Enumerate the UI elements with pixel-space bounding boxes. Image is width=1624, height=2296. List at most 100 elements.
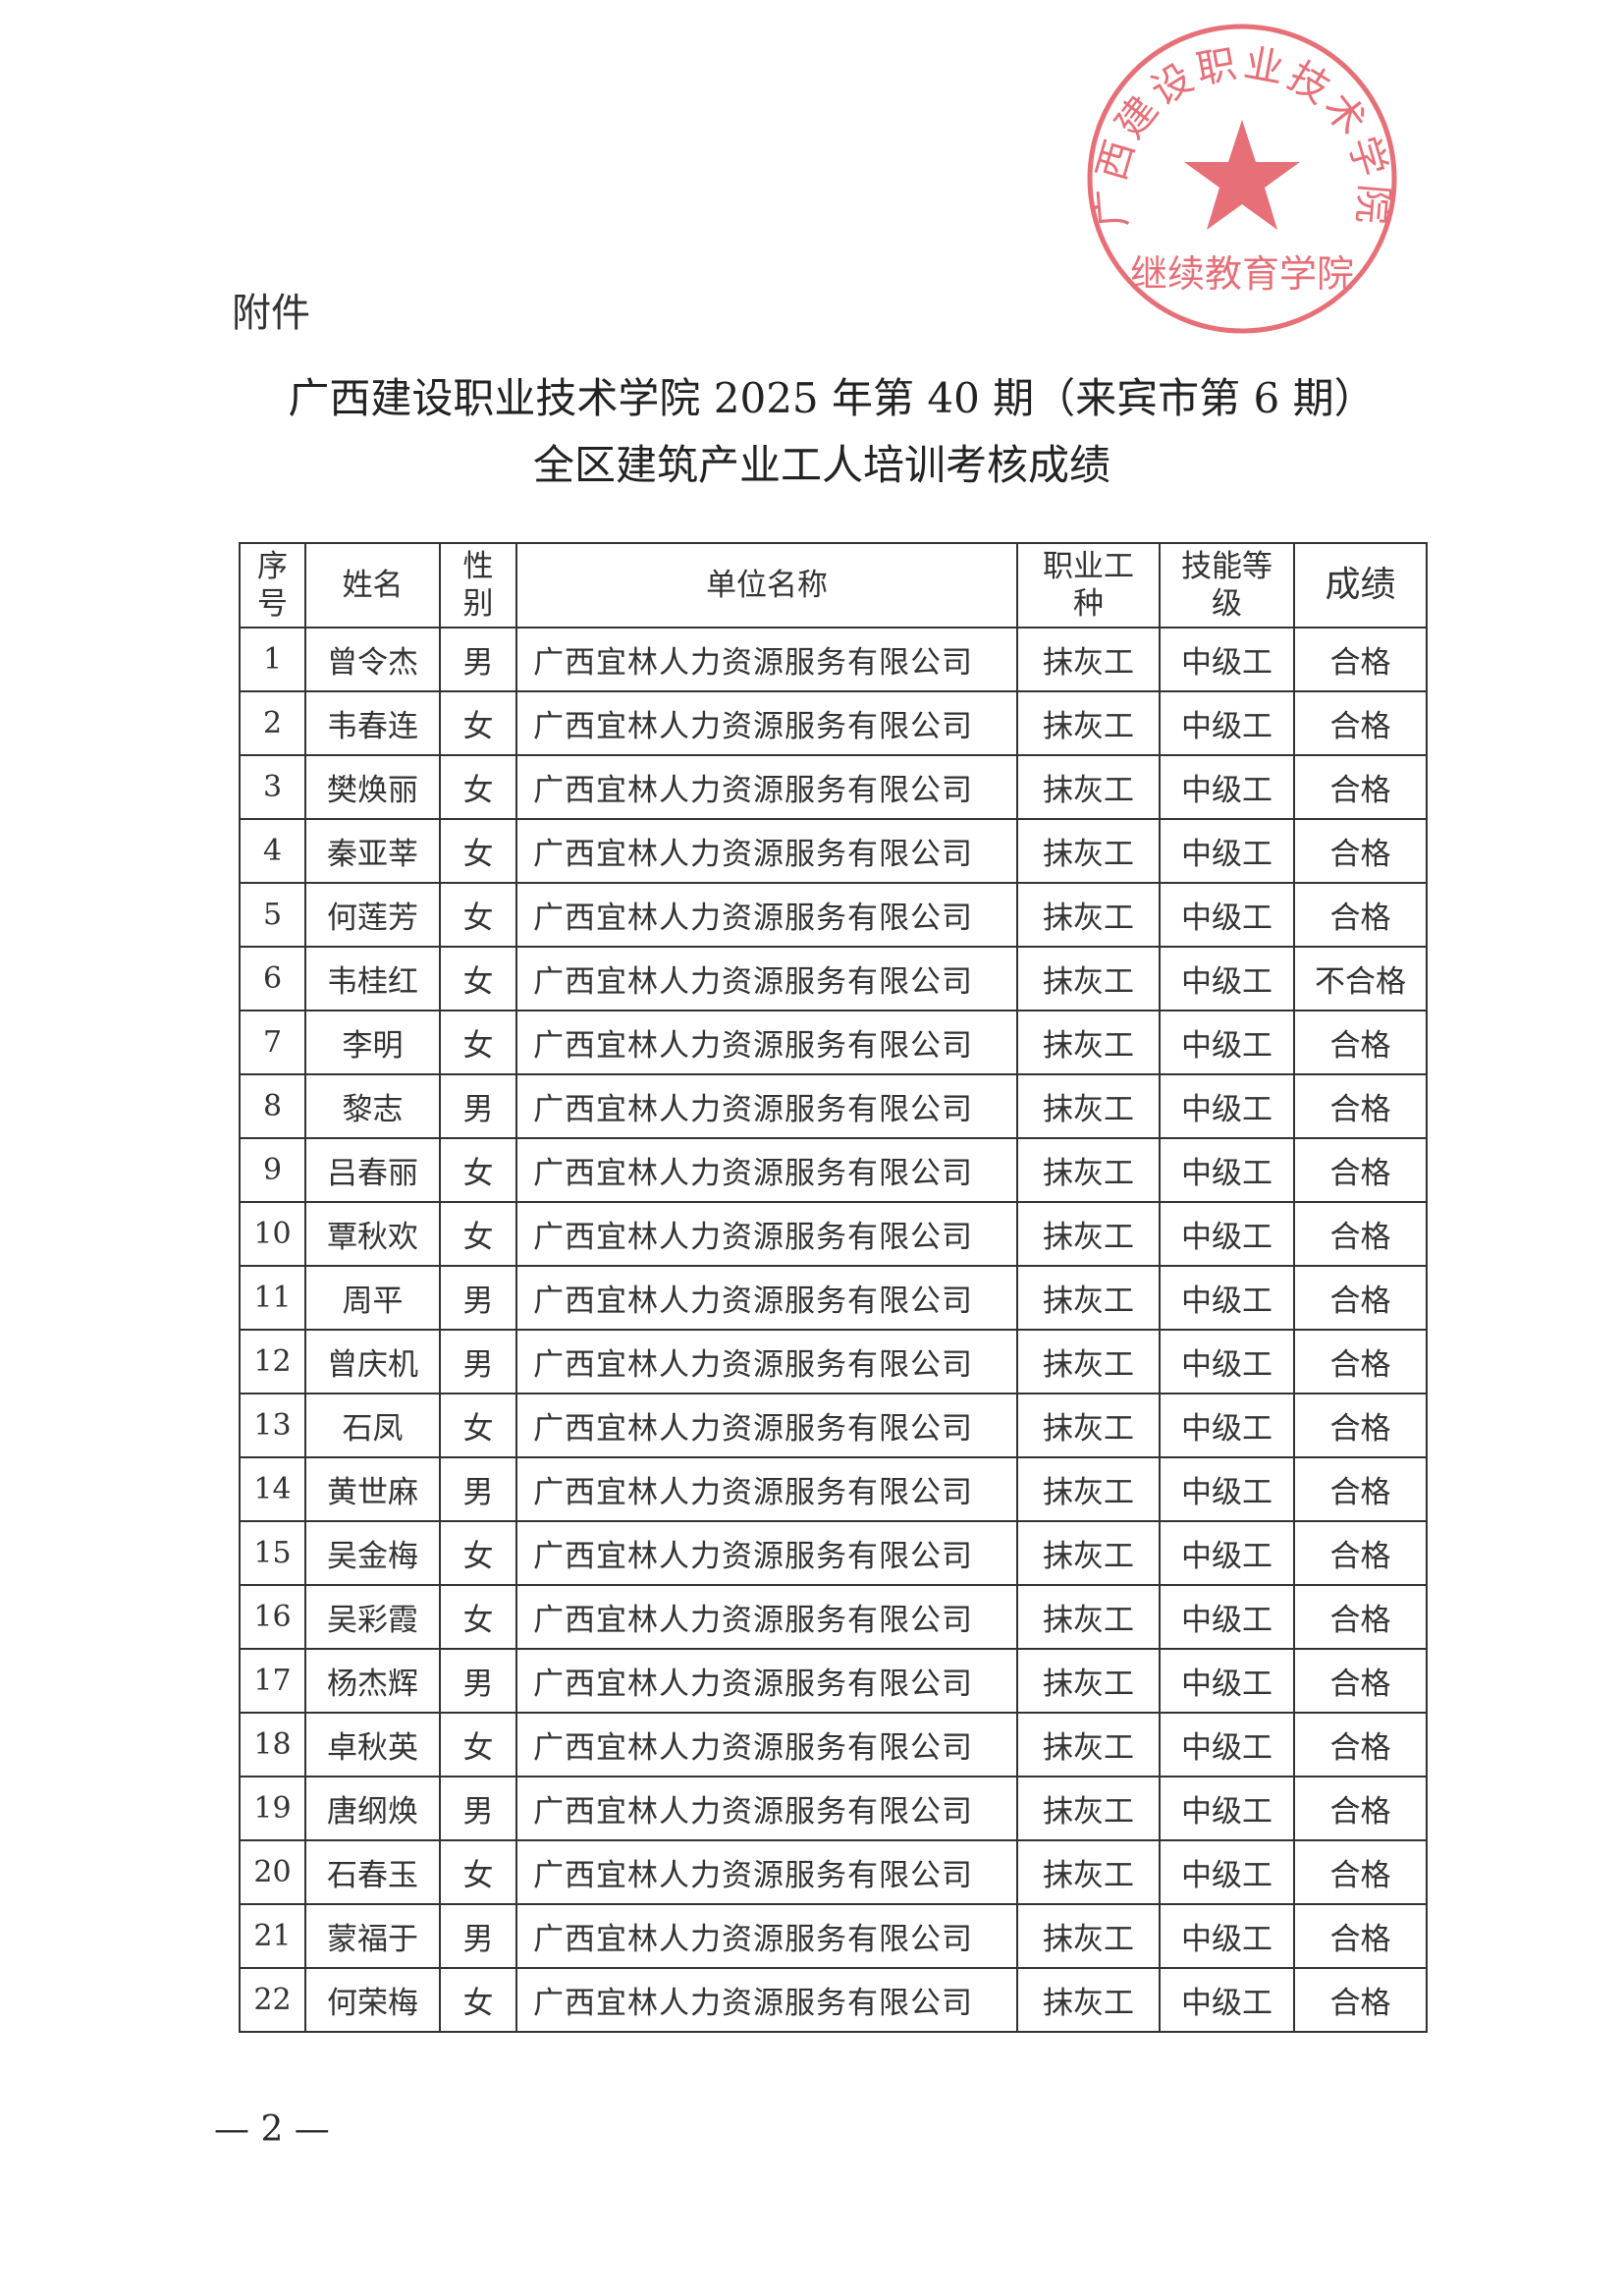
- cell-occupation: 抹灰工: [1016, 882, 1161, 948]
- cell-result: 合格: [1293, 1329, 1428, 1394]
- cell-name: 韦春连: [304, 690, 441, 756]
- table-row: 13 石凤女广西宜林人力资源服务有限公司 抹灰工 中级工 合格: [239, 1393, 1428, 1458]
- cell-index: 22: [239, 1967, 306, 2033]
- cell-gender: 男: [439, 1776, 517, 1841]
- cell-name: 石春玉: [304, 1839, 441, 1905]
- cell-gender: 女: [439, 690, 517, 756]
- cell-unit: 广西宜林人力资源服务有限公司: [515, 1520, 1018, 1586]
- cell-unit: 广西宜林人力资源服务有限公司: [515, 1393, 1018, 1458]
- cell-index: 14: [239, 1456, 306, 1522]
- cell-skill-level: 中级工: [1159, 1073, 1295, 1139]
- cell-result: 合格: [1293, 1584, 1428, 1650]
- cell-name: 石凤: [304, 1393, 441, 1458]
- cell-result: 合格: [1293, 627, 1428, 692]
- table-row: 22 何荣梅女广西宜林人力资源服务有限公司 抹灰工 中级工 合格: [239, 1967, 1428, 2033]
- table-header-row: 序号 姓名 性别 单位名称 职业工种 技能等级 成绩: [239, 542, 1428, 629]
- cell-gender: 女: [439, 882, 517, 948]
- cell-occupation: 抹灰工: [1016, 1776, 1161, 1841]
- attachment-label: 附件: [232, 291, 310, 336]
- cell-index: 12: [239, 1329, 306, 1394]
- cell-unit: 广西宜林人力资源服务有限公司: [515, 818, 1018, 884]
- cell-occupation: 抹灰工: [1016, 1520, 1161, 1586]
- cell-index: 5: [239, 882, 306, 948]
- cell-name: 曾庆机: [304, 1329, 441, 1394]
- cell-result: 合格: [1293, 1903, 1428, 1969]
- cell-gender: 男: [439, 1329, 517, 1394]
- cell-unit: 广西宜林人力资源服务有限公司: [515, 1201, 1018, 1267]
- table-row: 18 卓秋英女广西宜林人力资源服务有限公司 抹灰工 中级工 合格: [239, 1712, 1428, 1777]
- cell-result: 合格: [1293, 1648, 1428, 1714]
- cell-occupation: 抹灰工: [1016, 818, 1161, 884]
- cell-occupation: 抹灰工: [1016, 1329, 1161, 1394]
- seal-inner-text: 继续教育学院: [1130, 252, 1354, 296]
- cell-index: 13: [239, 1393, 306, 1458]
- cell-result: 合格: [1293, 1265, 1428, 1331]
- table-row: 4 秦亚莘女广西宜林人力资源服务有限公司 抹灰工 中级工 合格: [239, 818, 1428, 884]
- cell-name: 曾令杰: [304, 627, 441, 692]
- cell-skill-level: 中级工: [1159, 1648, 1295, 1714]
- results-table: 序号 姓名 性别 单位名称 职业工种 技能等级 成绩 1 曾令杰男广西宜林人力资源…: [239, 542, 1428, 2033]
- cell-gender: 女: [439, 1520, 517, 1586]
- cell-index: 7: [239, 1010, 306, 1075]
- cell-gender: 男: [439, 1648, 517, 1714]
- cell-skill-level: 中级工: [1159, 690, 1295, 756]
- cell-unit: 广西宜林人力资源服务有限公司: [515, 882, 1018, 948]
- cell-occupation: 抹灰工: [1016, 1265, 1161, 1331]
- document-subtitle: 全区建筑产业工人培训考核成绩: [532, 441, 1110, 489]
- cell-skill-level: 中级工: [1159, 1265, 1295, 1331]
- header-gender: 性别: [439, 542, 517, 629]
- cell-occupation: 抹灰工: [1016, 1073, 1161, 1139]
- cell-result: 不合格: [1293, 946, 1428, 1011]
- cell-name: 何荣梅: [304, 1967, 441, 2033]
- table-row: 14 黄世麻男广西宜林人力资源服务有限公司 抹灰工 中级工 合格: [239, 1456, 1428, 1522]
- cell-occupation: 抹灰工: [1016, 1584, 1161, 1650]
- cell-unit: 广西宜林人力资源服务有限公司: [515, 946, 1018, 1011]
- cell-skill-level: 中级工: [1159, 1967, 1295, 2033]
- cell-unit: 广西宜林人力资源服务有限公司: [515, 1265, 1018, 1331]
- cell-gender: 男: [439, 1456, 517, 1522]
- cell-skill-level: 中级工: [1159, 1839, 1295, 1905]
- cell-skill-level: 中级工: [1159, 882, 1295, 948]
- cell-gender: 女: [439, 1584, 517, 1650]
- cell-name: 李明: [304, 1010, 441, 1075]
- cell-occupation: 抹灰工: [1016, 1393, 1161, 1458]
- cell-occupation: 抹灰工: [1016, 1456, 1161, 1522]
- table-row: 20 石春玉女广西宜林人力资源服务有限公司 抹灰工 中级工 合格: [239, 1839, 1428, 1905]
- seal-outer-text: 广西建设职业技术学院: [1088, 41, 1393, 230]
- cell-unit: 广西宜林人力资源服务有限公司: [515, 1648, 1018, 1714]
- cell-index: 16: [239, 1584, 306, 1650]
- header-result: 成绩: [1293, 542, 1428, 629]
- table-row: 6 韦桂红女广西宜林人力资源服务有限公司 抹灰工 中级工 不合格: [239, 946, 1428, 1011]
- table-row: 12 曾庆机男广西宜林人力资源服务有限公司 抹灰工 中级工 合格: [239, 1329, 1428, 1394]
- table-row: 21 蒙福于男广西宜林人力资源服务有限公司 抹灰工 中级工 合格: [239, 1903, 1428, 1969]
- cell-unit: 广西宜林人力资源服务有限公司: [515, 1456, 1018, 1522]
- cell-skill-level: 中级工: [1159, 1393, 1295, 1458]
- cell-unit: 广西宜林人力资源服务有限公司: [515, 1073, 1018, 1139]
- cell-result: 合格: [1293, 1393, 1428, 1458]
- official-seal: 广西建设职业技术学院 继续教育学院: [1087, 24, 1397, 334]
- cell-occupation: 抹灰工: [1016, 627, 1161, 692]
- cell-occupation: 抹灰工: [1016, 1010, 1161, 1075]
- table-row: 10 覃秋欢女广西宜林人力资源服务有限公司 抹灰工 中级工 合格: [239, 1201, 1428, 1267]
- cell-gender: 女: [439, 1712, 517, 1777]
- page-number: — 2 —: [214, 2109, 330, 2150]
- document-title: 广西建设职业技术学院 2025 年第 40 期（来宾市第 6 期）: [288, 374, 1376, 422]
- cell-name: 蒙福于: [304, 1903, 441, 1969]
- cell-name: 覃秋欢: [304, 1201, 441, 1267]
- cell-occupation: 抹灰工: [1016, 1967, 1161, 2033]
- header-unit: 单位名称: [515, 542, 1018, 629]
- cell-name: 吴彩霞: [304, 1584, 441, 1650]
- cell-skill-level: 中级工: [1159, 754, 1295, 820]
- cell-index: 1: [239, 627, 306, 692]
- svg-text:广西建设职业技术学院: 广西建设职业技术学院: [1088, 41, 1397, 230]
- cell-gender: 女: [439, 1137, 517, 1203]
- cell-unit: 广西宜林人力资源服务有限公司: [515, 627, 1018, 692]
- cell-index: 8: [239, 1073, 306, 1139]
- cell-name: 杨杰辉: [304, 1648, 441, 1714]
- cell-unit: 广西宜林人力资源服务有限公司: [515, 690, 1018, 756]
- table-row: 11 周平男广西宜林人力资源服务有限公司 抹灰工 中级工 合格: [239, 1265, 1428, 1331]
- cell-result: 合格: [1293, 1073, 1428, 1139]
- cell-unit: 广西宜林人力资源服务有限公司: [515, 1776, 1018, 1841]
- seal-star-icon: [1184, 120, 1300, 230]
- cell-unit: 广西宜林人力资源服务有限公司: [515, 1712, 1018, 1777]
